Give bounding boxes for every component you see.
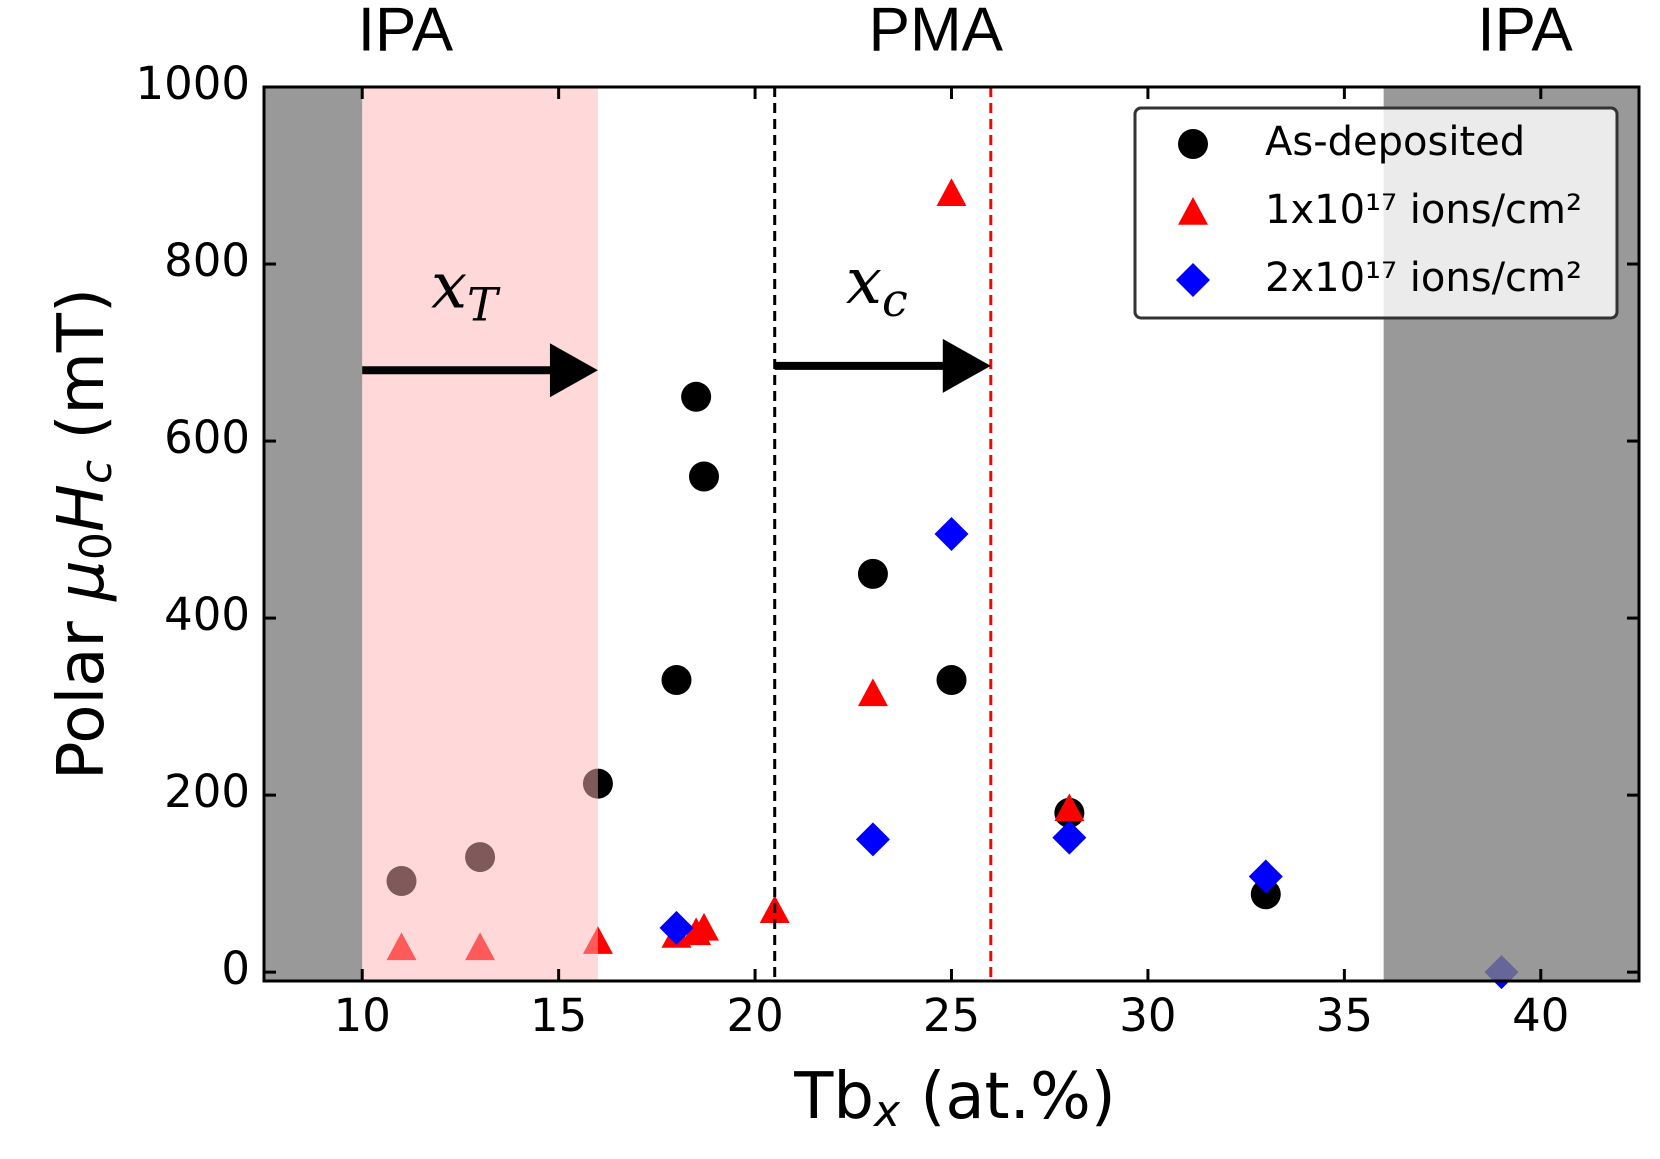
region-label: PMA <box>869 0 1004 64</box>
y-tick-label: 400 <box>164 588 250 641</box>
x-tick-label: 35 <box>1316 989 1373 1042</box>
marker <box>1178 197 1208 225</box>
y-tick-label: 200 <box>164 765 250 818</box>
arrow-label: xT <box>431 249 501 332</box>
x-tick-label: 20 <box>726 989 783 1042</box>
marker <box>1250 879 1281 910</box>
marker <box>857 678 888 707</box>
arrow-label-sub: c <box>882 273 908 327</box>
marker <box>681 381 712 412</box>
marker <box>661 665 692 696</box>
arrow-head <box>942 338 991 393</box>
marker <box>857 558 888 589</box>
arrow-label: xc <box>846 245 908 328</box>
arrow-label-main: x <box>431 249 467 323</box>
arrow-label-sub: T <box>467 278 501 332</box>
y-tick-label: 1000 <box>135 57 250 110</box>
marker <box>934 517 969 551</box>
marker <box>689 912 719 941</box>
arrow-head <box>549 343 598 398</box>
plot-frame <box>262 85 1641 983</box>
y-label-sub: 0 <box>71 532 122 560</box>
x-tick-label: 10 <box>334 989 391 1042</box>
y-label-sub: c <box>71 460 122 484</box>
marker <box>1178 129 1208 159</box>
region-label: IPA <box>1477 0 1573 64</box>
shaded-region <box>264 87 363 981</box>
x-label-sub: x <box>872 1086 901 1137</box>
y-tick-label: 600 <box>164 411 250 464</box>
marker <box>1248 859 1283 894</box>
legend-label: As-deposited <box>1265 119 1525 165</box>
x-label-part: (at.%) <box>900 1060 1116 1134</box>
legend-label: 2x10¹⁷ ions/cm² <box>1265 255 1582 301</box>
x-tick-label: 15 <box>530 989 587 1042</box>
x-tick-label: 40 <box>1512 989 1569 1042</box>
marker <box>855 822 890 857</box>
x-label-part: Tb <box>793 1060 874 1134</box>
marker <box>689 461 719 492</box>
marker <box>936 665 967 696</box>
y-label-part: H <box>45 484 119 532</box>
y-label-part: (mT) <box>45 288 119 460</box>
marker <box>659 910 694 945</box>
y-tick-label: 0 <box>221 942 250 995</box>
marker <box>1054 793 1085 822</box>
marker <box>936 178 967 206</box>
legend-label: 1x10¹⁷ ions/cm² <box>1265 187 1582 233</box>
y-axis-label: Polar μ0Hc (mT) <box>45 288 122 780</box>
x-tick-label: 25 <box>923 989 980 1042</box>
marker <box>1052 820 1087 855</box>
y-label-part: μ <box>45 560 119 602</box>
y-tick-label: 800 <box>164 234 250 287</box>
region-label: IPA <box>358 0 454 64</box>
legend-frame <box>1133 106 1619 320</box>
y-label-part: Polar <box>45 601 119 780</box>
x-tick-label: 30 <box>1119 989 1176 1042</box>
marker <box>1176 263 1210 297</box>
x-axis-label: Tbx (at.%) <box>793 1060 1116 1137</box>
shaded-region <box>362 87 598 981</box>
arrow-label-main: x <box>846 245 882 319</box>
